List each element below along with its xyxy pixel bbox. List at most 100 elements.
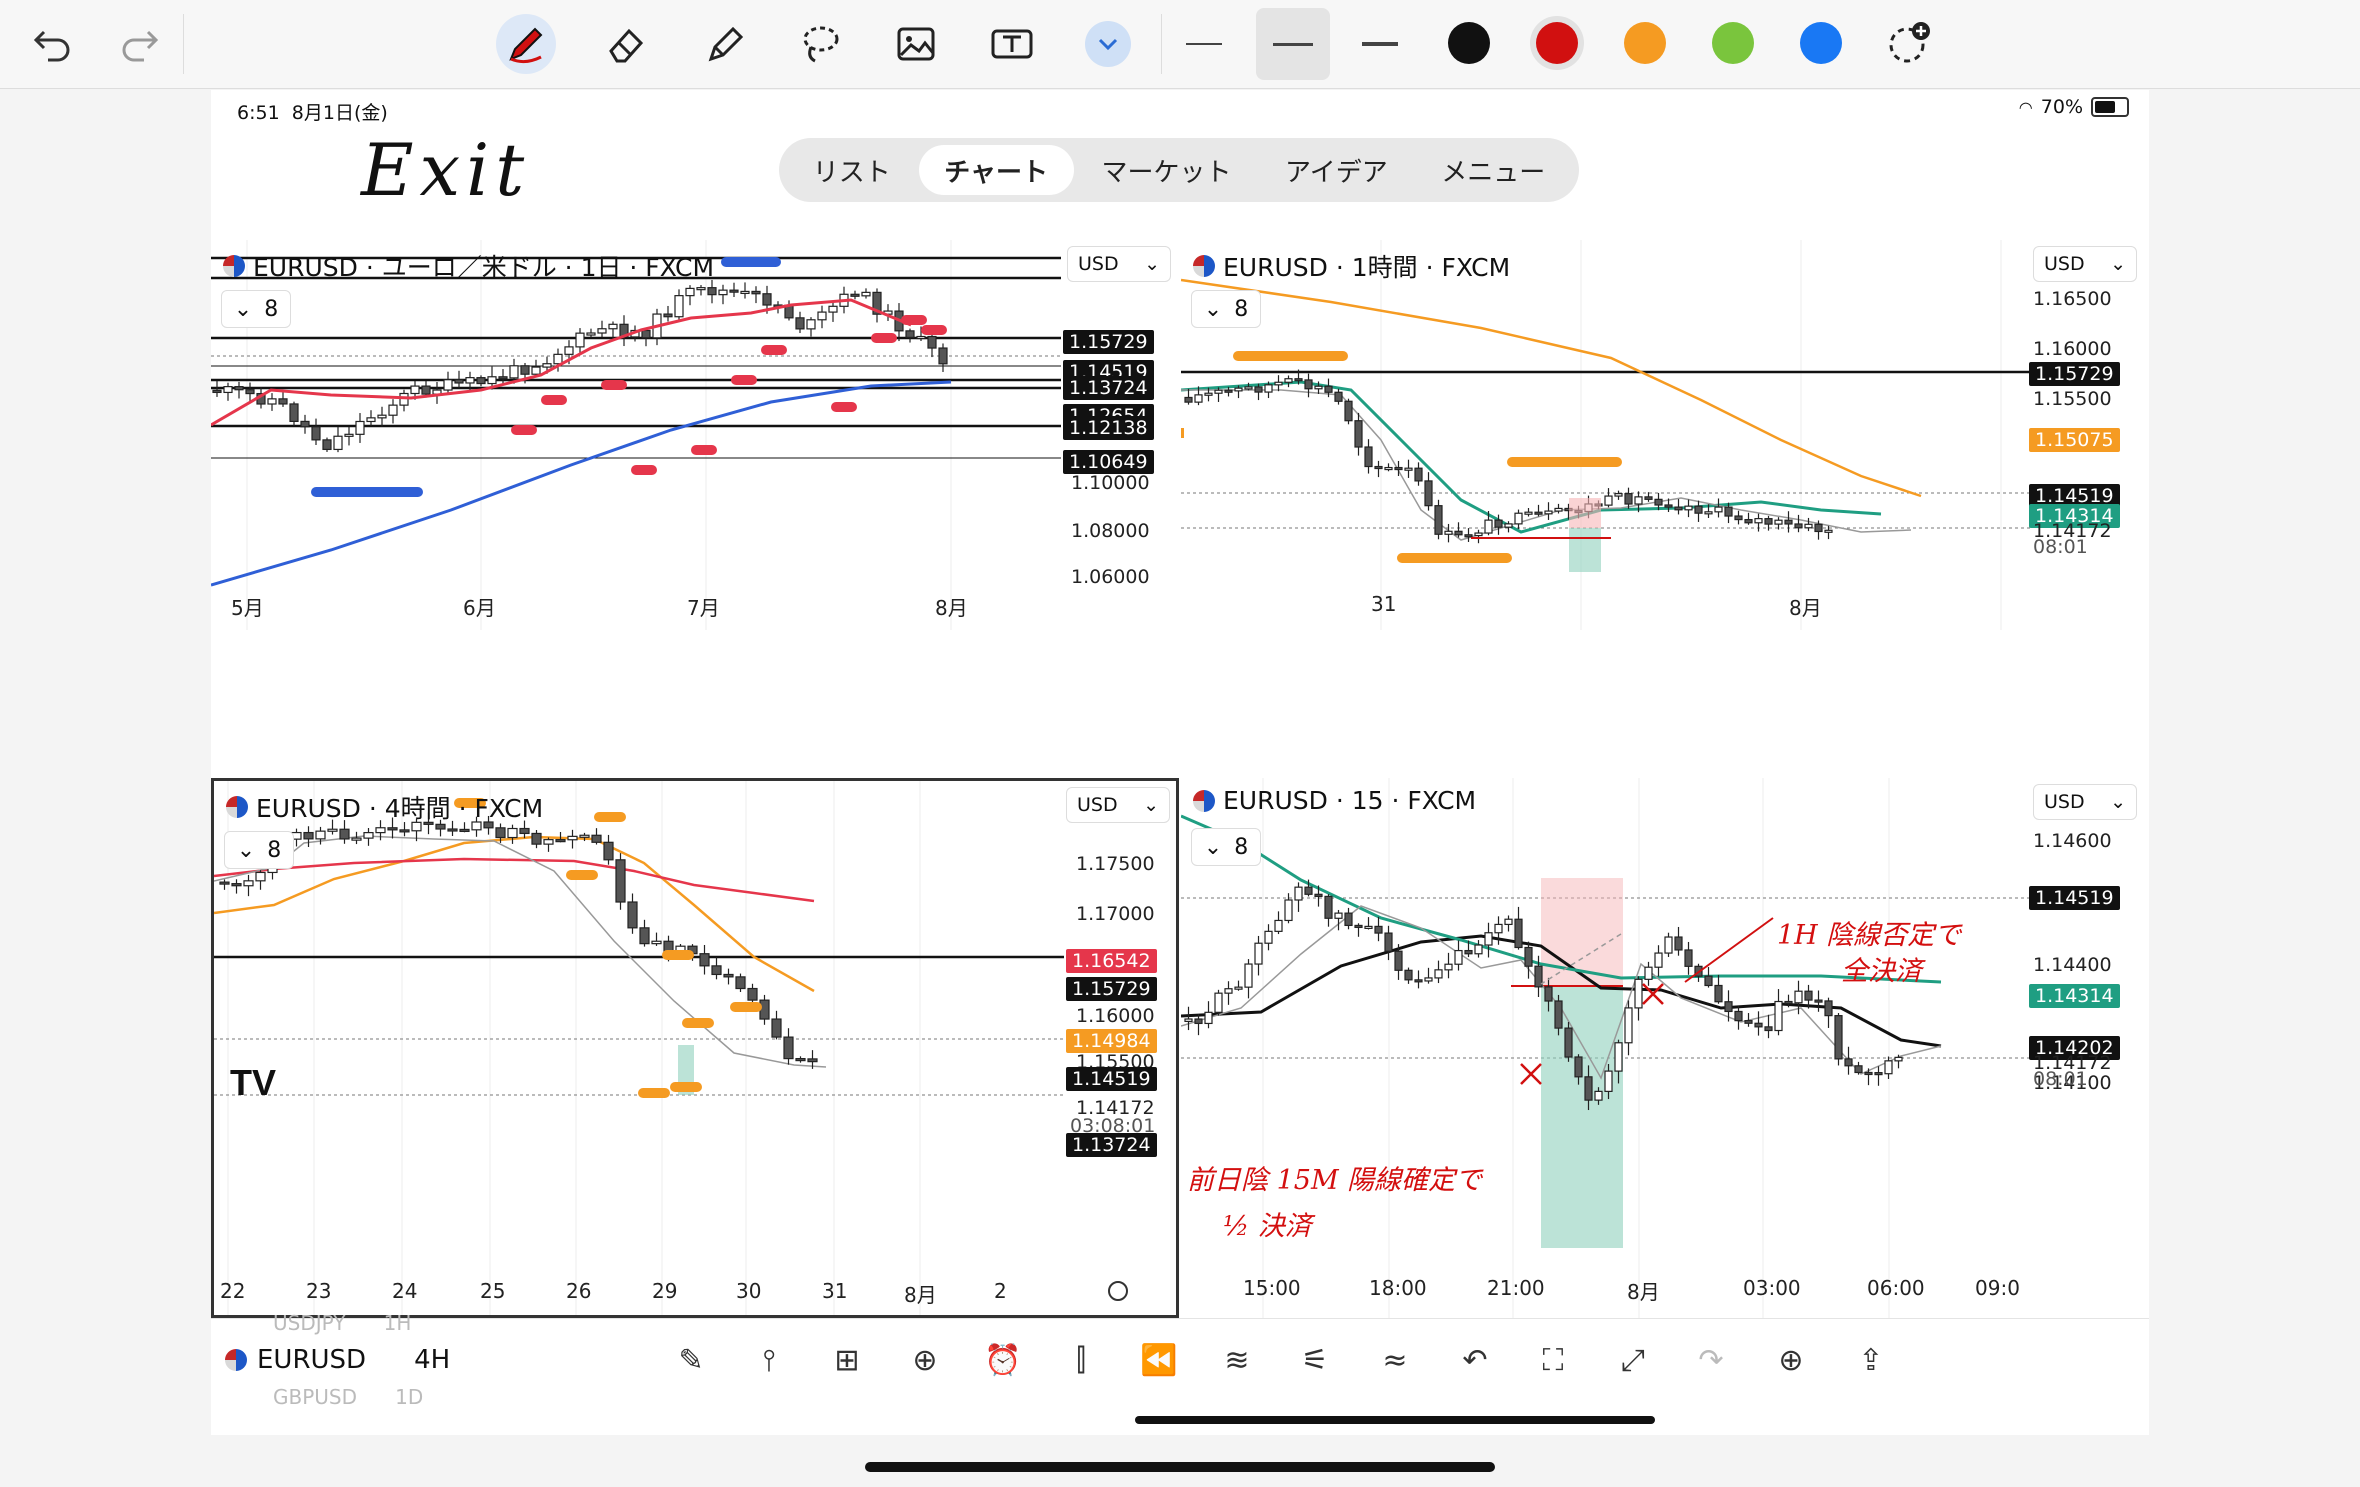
color-black-swatch[interactable] <box>1448 22 1490 64</box>
candle <box>729 289 739 293</box>
tab-market[interactable]: マーケット <box>1101 157 1232 188</box>
undo-icon[interactable]: ↶ <box>1462 1342 1488 1378</box>
medium-line-icon[interactable] <box>1256 8 1330 80</box>
thin-line-icon[interactable] <box>1174 14 1234 74</box>
replay-icon[interactable]: ⏪ <box>1140 1342 1178 1378</box>
lasso-icon[interactable] <box>790 14 850 74</box>
currency-selector[interactable]: USD ⌄ <box>1066 787 1170 823</box>
fullscreen-icon[interactable]: ⛶ <box>1542 1342 1564 1378</box>
interval-toggle[interactable]: ⌄ 8 <box>1191 290 1261 328</box>
candle <box>575 332 585 348</box>
candle <box>1534 965 1543 988</box>
interval-toggle[interactable]: ⌄ 8 <box>1191 828 1261 866</box>
candle <box>751 290 761 295</box>
candle <box>1744 518 1753 524</box>
y-axis-label: 1.14400 <box>2033 954 2112 976</box>
daily-dash-marker <box>831 402 857 412</box>
candle <box>1484 519 1493 534</box>
layout-icon[interactable]: ⊞ <box>834 1342 860 1378</box>
redo-icon[interactable]: ↷ <box>1698 1342 1724 1378</box>
profit-zone <box>1569 528 1601 572</box>
currency-selector[interactable]: USD ⌄ <box>1067 246 1171 282</box>
candle <box>553 353 563 365</box>
y-axis-label: 1.10000 <box>1071 472 1150 494</box>
candle <box>591 834 602 843</box>
x-axis-label: 30 <box>736 1279 762 1303</box>
candle <box>1334 912 1343 919</box>
candle <box>1794 523 1803 529</box>
candle <box>1574 1056 1583 1078</box>
x-axis-label: 8月 <box>904 1283 937 1307</box>
expand-icon[interactable]: ⤢ <box>1621 1342 1645 1378</box>
exit-x-mark <box>1520 1063 1542 1085</box>
image-icon[interactable] <box>886 14 946 74</box>
candle <box>520 365 530 375</box>
next-symbol[interactable]: GBPUSD 1D <box>273 1385 424 1409</box>
candle <box>1334 391 1343 402</box>
color-green-swatch[interactable] <box>1712 22 1754 64</box>
trend-projection <box>1540 933 1622 985</box>
text-box-icon[interactable] <box>982 14 1042 74</box>
interval-toggle[interactable]: ⌄ 8 <box>224 831 294 869</box>
prev-symbol[interactable]: USDJPY 1H <box>273 1311 412 1335</box>
share-icon[interactable]: ⇪ <box>1858 1342 1884 1378</box>
chevron-down-icon[interactable] <box>1078 14 1138 74</box>
highlighter-icon[interactable] <box>694 14 754 74</box>
add-icon[interactable]: ⊕ <box>912 1342 938 1378</box>
4h-orange-marker <box>730 1002 762 1012</box>
candle <box>759 999 770 1020</box>
candle <box>1484 932 1493 946</box>
eraser-icon[interactable] <box>596 14 656 74</box>
indicators-icon[interactable]: ⫯ <box>762 1342 776 1378</box>
symbol-selector[interactable]: EURUSD 4H <box>225 1345 450 1375</box>
1h-orange-marker <box>1233 351 1348 361</box>
candle <box>696 287 706 291</box>
candle <box>351 837 362 841</box>
interval-toggle[interactable]: ⌄ 8 <box>221 290 291 328</box>
chart-panel-daily[interactable]: EURUSD · ユーロ／米ドル · 1日 · FXCM ⌄ 8 USD ⌄ 1.1… <box>211 240 1179 630</box>
pen-icon[interactable] <box>496 14 556 74</box>
tab-chart[interactable]: チャート <box>918 145 1074 195</box>
chart-panel-1h[interactable]: EURUSD · 1時間 · FXCM ⌄ 8 USD ⌄ 1.16500 1.160… <box>1181 240 2149 630</box>
candle <box>861 291 871 297</box>
candle <box>459 828 470 833</box>
candle-type-icon[interactable]: ⫿ <box>1076 1342 1086 1378</box>
candle <box>231 883 242 887</box>
candle <box>1234 986 1243 990</box>
tab-ideas[interactable]: アイデア <box>1285 157 1388 188</box>
1h-orange-marker <box>1507 457 1622 467</box>
redo-icon[interactable] <box>110 14 170 74</box>
candle <box>1434 505 1443 535</box>
settings-sliders-icon[interactable]: ⚟ <box>1301 1342 1329 1378</box>
handwritten-note-half-exit: 前日陰 15M 陽線確定で ½ 決済 <box>1187 1165 1483 1242</box>
candle <box>1264 384 1273 393</box>
thick-line-icon[interactable] <box>1350 14 1410 74</box>
alarm-icon[interactable]: ⏰ <box>984 1342 1022 1378</box>
tab-list[interactable]: リスト <box>812 157 891 188</box>
daily-dash-marker <box>761 345 787 355</box>
candle <box>363 832 374 839</box>
candle <box>243 880 254 887</box>
color-red-swatch[interactable] <box>1536 22 1578 64</box>
y-axis-label: 1.16000 <box>1076 1005 1155 1027</box>
brush-icon[interactable]: ✎ <box>678 1342 704 1378</box>
daily-dash-marker <box>901 315 927 325</box>
compare-icon[interactable]: ≈ <box>1382 1342 1408 1378</box>
currency-selector[interactable]: USD ⌄ <box>2033 784 2137 820</box>
chart-panel-15m[interactable]: EURUSD · 15 · FXCM ⌄ 8 USD ⌄ 1H 陰線否定で 全決済 前… <box>1181 778 2149 1318</box>
layers-icon[interactable]: ≋ <box>1224 1342 1250 1378</box>
add-symbol-icon[interactable]: ⊕ <box>1778 1342 1804 1378</box>
candle <box>1824 1000 1833 1017</box>
candle <box>531 366 541 375</box>
price-tag: 1.14519 <box>1066 1067 1157 1091</box>
add-color-icon[interactable] <box>1880 14 1940 74</box>
color-orange-swatch[interactable] <box>1624 22 1666 64</box>
candle <box>1644 966 1653 980</box>
color-blue-swatch[interactable] <box>1800 22 1842 64</box>
candle <box>1434 969 1443 979</box>
currency-selector[interactable]: USD ⌄ <box>2033 246 2137 282</box>
undo-icon[interactable] <box>22 14 82 74</box>
tab-menu[interactable]: メニュー <box>1441 157 1546 188</box>
x-axis-label: 25 <box>480 1279 506 1303</box>
chart-panel-4h[interactable]: TV EURUSD · 4時間 · FXCM ⌄ 8 USD ⌄ 1.17500 1.… <box>211 778 1179 1318</box>
